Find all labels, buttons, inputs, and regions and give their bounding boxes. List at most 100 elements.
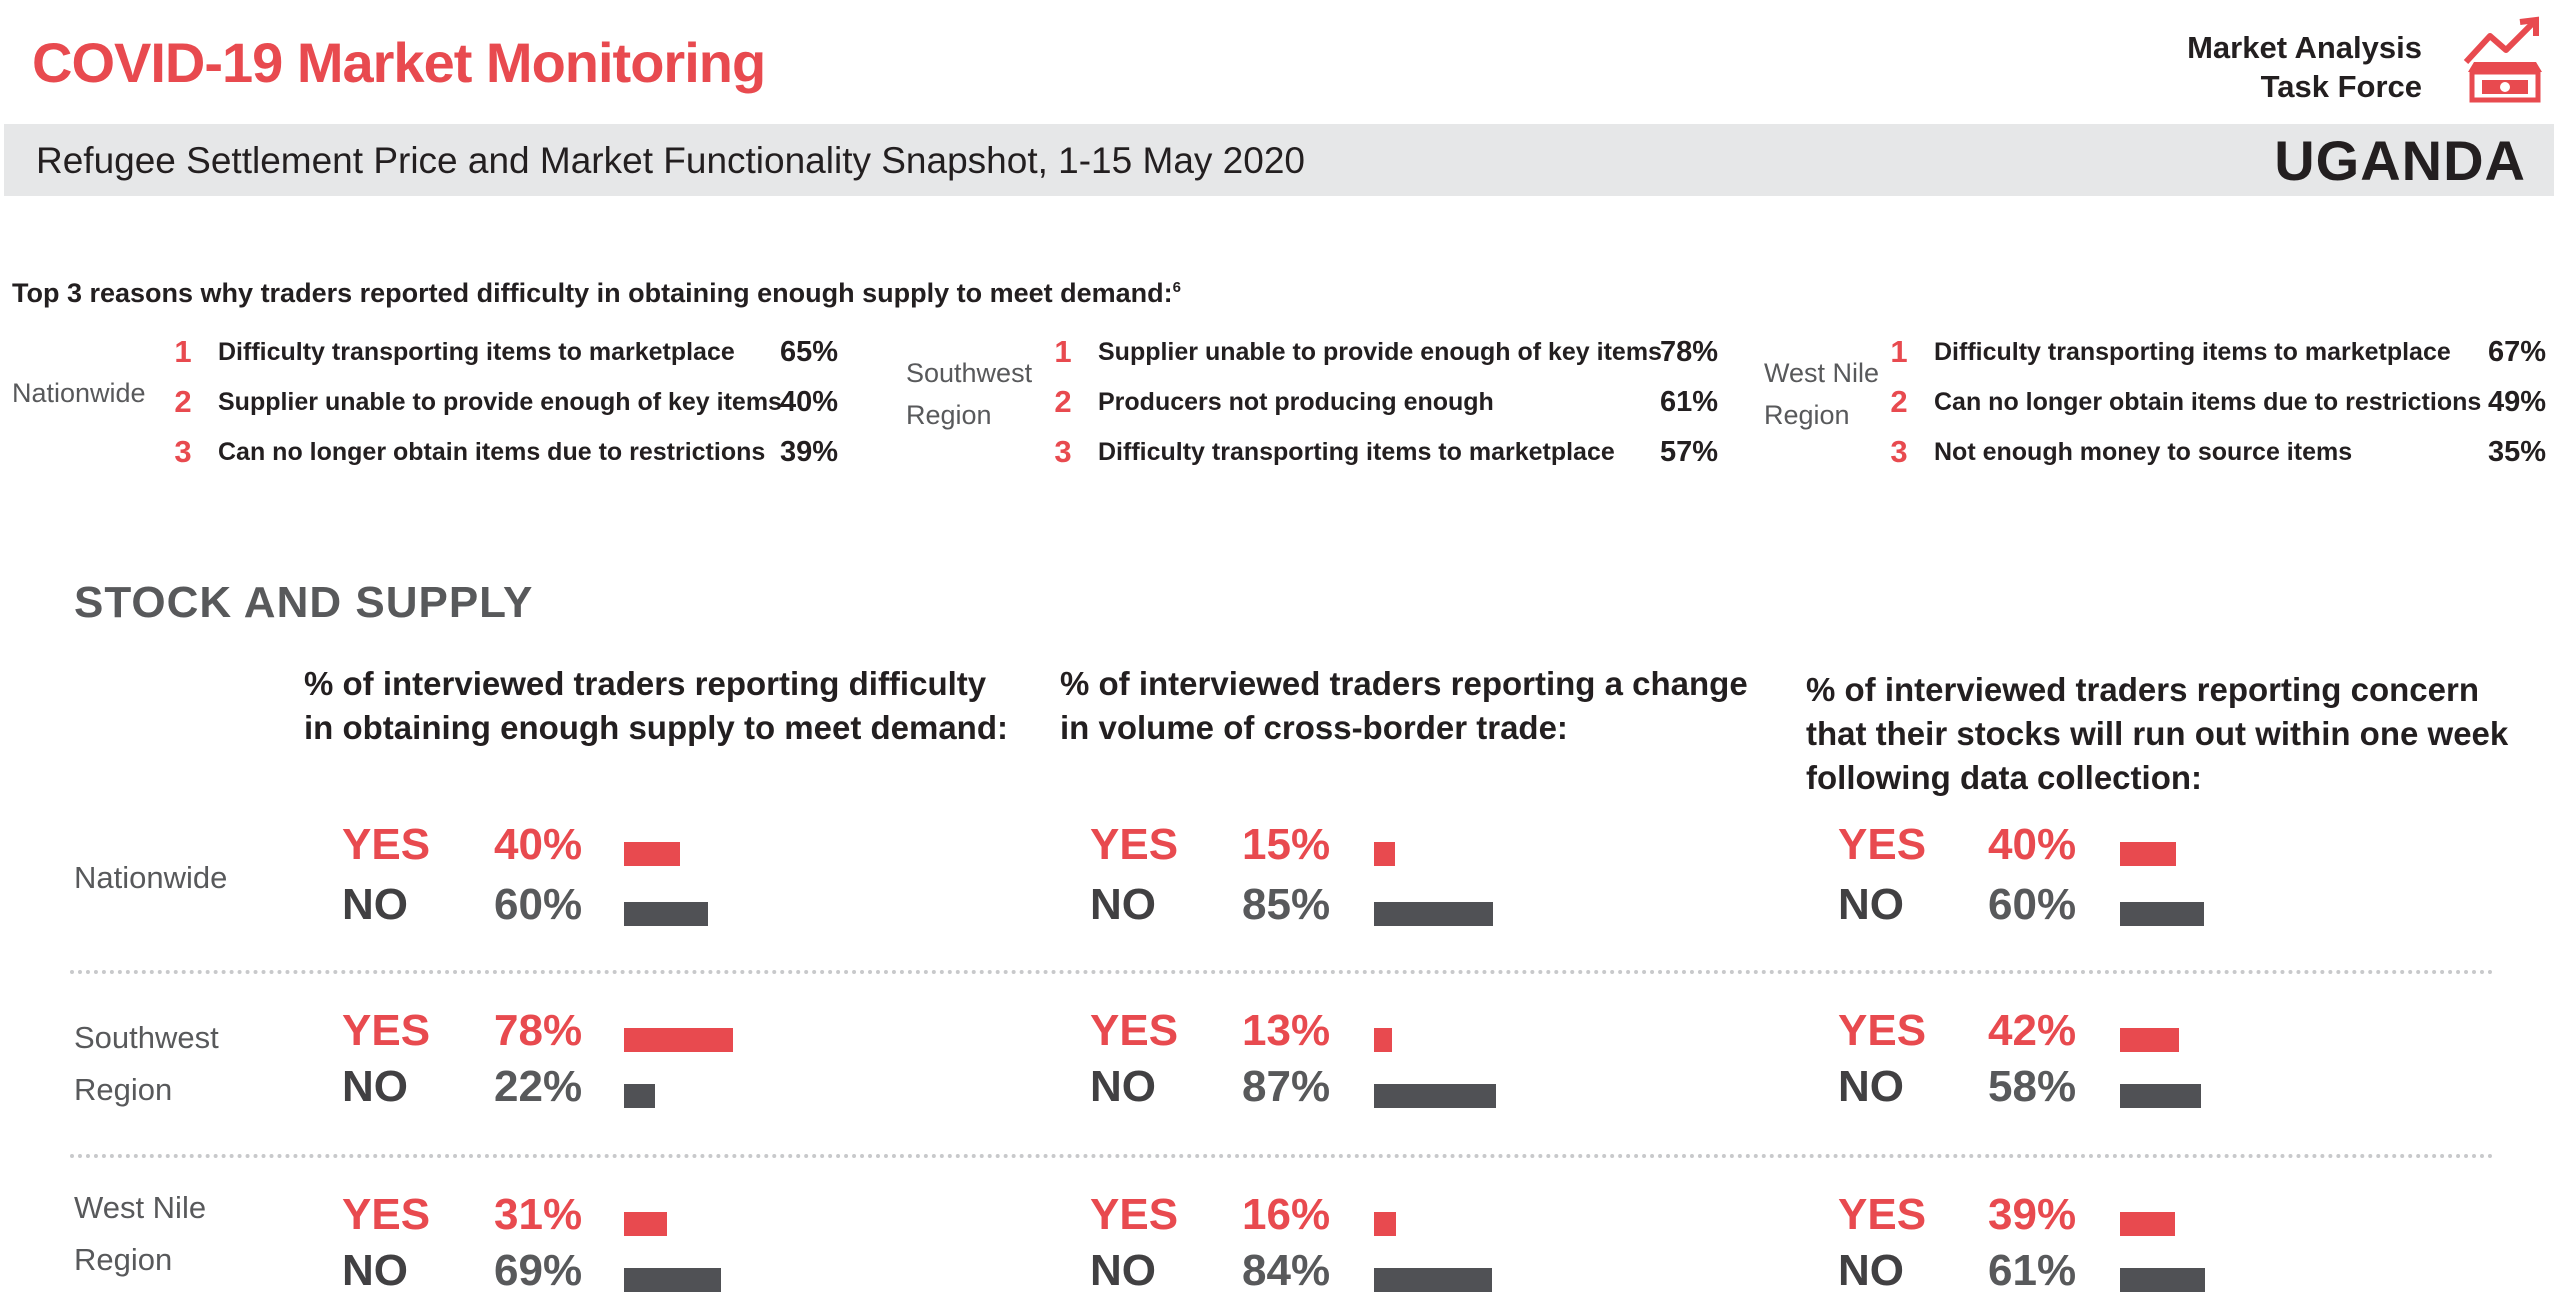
yes-bar (2120, 842, 2176, 866)
no-bar (624, 902, 708, 926)
no-percent: 69% (494, 1246, 583, 1295)
yes-label: YES (342, 1006, 431, 1055)
reason-text: Supplier unable to provide enough of key… (218, 388, 782, 416)
no-percent: 61% (1988, 1246, 2077, 1295)
question-heading-line: following data collection: (1806, 759, 2202, 796)
yes-label: YES (1838, 1006, 1927, 1055)
reason-region-label-line: Region (1764, 400, 1850, 430)
no-bar (1374, 1268, 1492, 1292)
question-heading-line: % of interviewed traders reporting a cha… (1060, 665, 1748, 702)
question-heading-line: in obtaining enough supply to meet deman… (304, 709, 1008, 746)
country-label: UGANDA (2274, 129, 2526, 192)
reason-rank: 1 (1890, 334, 1908, 369)
no-label: NO (1090, 1062, 1156, 1111)
no-label: NO (1838, 1062, 1904, 1111)
reason-rank: 3 (174, 434, 192, 469)
yes-percent: 13% (1242, 1006, 1331, 1055)
region-row-label-line: Region (74, 1072, 173, 1107)
reason-rank: 1 (1054, 334, 1072, 369)
yes-label: YES (342, 820, 431, 869)
no-bar (1374, 1084, 1496, 1108)
reason-text: Producers not producing enough (1098, 388, 1494, 416)
section-title: STOCK AND SUPPLY (74, 578, 534, 627)
reason-text: Supplier unable to provide enough of key… (1098, 338, 1662, 366)
reason-percent: 40% (779, 386, 838, 418)
yes-bar (2120, 1028, 2179, 1052)
no-bar (1374, 902, 1493, 926)
reason-region-label-line: Region (906, 400, 992, 430)
no-label: NO (1090, 880, 1156, 929)
reason-rank: 2 (1054, 384, 1072, 419)
region-row-label-line: Region (74, 1242, 173, 1277)
no-bar (624, 1268, 721, 1292)
no-bar (2120, 1084, 2201, 1108)
row-divider (70, 970, 2495, 974)
no-label: NO (342, 1062, 408, 1111)
region-row-label: Nationwide (74, 852, 227, 904)
yes-percent: 40% (1988, 820, 2077, 869)
yes-bar (624, 842, 680, 866)
reason-region-label: West Nile Region (1764, 352, 1879, 436)
no-label: NO (342, 880, 408, 929)
yes-bar (624, 1028, 733, 1052)
yes-label: YES (1090, 820, 1179, 869)
yes-bar (1374, 1212, 1396, 1236)
yes-label: YES (1090, 1190, 1179, 1239)
yes-bar (1374, 842, 1395, 866)
reason-rank: 3 (1054, 434, 1072, 469)
reason-percent: 49% (2487, 386, 2546, 418)
no-percent: 22% (494, 1062, 583, 1111)
yes-label: YES (1838, 1190, 1927, 1239)
reason-text: Can no longer obtain items due to restri… (1934, 388, 2482, 416)
reason-percent: 65% (779, 336, 838, 368)
no-label: NO (342, 1246, 408, 1295)
row-divider (70, 1154, 2495, 1158)
reason-region-label-line: Southwest (906, 358, 1033, 388)
region-row-label: Southwest Region (74, 1012, 219, 1116)
reasons-heading: Top 3 reasons why traders reported diffi… (12, 278, 1181, 308)
yes-percent: 40% (494, 820, 583, 869)
org-name-line-2: Task Force (2260, 69, 2422, 104)
question-heading: % of interviewed traders reporting conce… (1806, 668, 2508, 800)
question-heading: % of interviewed traders reporting diffi… (304, 662, 1008, 750)
reason-percent: 61% (1659, 386, 1718, 418)
no-percent: 60% (494, 880, 583, 929)
org-name: Market Analysis Task Force (2187, 28, 2422, 106)
reason-region-label: Nationwide (12, 372, 146, 414)
no-label: NO (1838, 880, 1904, 929)
reason-rank: 1 (174, 334, 192, 369)
region-row-label: West Nile Region (74, 1182, 206, 1286)
rising-chart-market-icon (2463, 16, 2542, 103)
reason-region-label: Southwest Region (906, 352, 1032, 436)
reason-text: Can no longer obtain items due to restri… (218, 438, 766, 466)
yes-percent: 16% (1242, 1190, 1331, 1239)
yes-label: YES (1090, 1006, 1179, 1055)
yes-percent: 42% (1988, 1006, 2077, 1055)
reason-rank: 2 (1890, 384, 1908, 419)
footnote-ref: 6 (1172, 279, 1181, 296)
reason-rank: 3 (1890, 434, 1908, 469)
question-heading: % of interviewed traders reporting a cha… (1060, 662, 1748, 750)
yes-percent: 78% (494, 1006, 583, 1055)
no-percent: 87% (1242, 1062, 1331, 1111)
subtitle-band (4, 124, 2554, 196)
reason-text: Difficulty transporting items to marketp… (1934, 338, 2451, 366)
yes-label: YES (342, 1190, 431, 1239)
reason-text: Difficulty transporting items to marketp… (218, 338, 735, 366)
question-heading-line: that their stocks will run out within on… (1806, 715, 2509, 752)
reason-percent: 57% (1659, 436, 1718, 468)
question-heading-line: % of interviewed traders reporting conce… (1806, 671, 2479, 708)
no-label: NO (1838, 1246, 1904, 1295)
question-heading-line: in volume of cross-border trade: (1060, 709, 1568, 746)
reason-text: Difficulty transporting items to marketp… (1098, 438, 1615, 466)
reason-percent: 35% (2487, 436, 2546, 468)
no-percent: 58% (1988, 1062, 2077, 1111)
reason-region-label-line: Nationwide (12, 378, 146, 408)
no-bar (624, 1084, 655, 1108)
no-bar (2120, 902, 2204, 926)
no-percent: 85% (1242, 880, 1331, 929)
yes-percent: 39% (1988, 1190, 2077, 1239)
yes-bar (1374, 1028, 1392, 1052)
yes-bar (624, 1212, 667, 1236)
reason-region-label-line: West Nile (1764, 358, 1880, 388)
